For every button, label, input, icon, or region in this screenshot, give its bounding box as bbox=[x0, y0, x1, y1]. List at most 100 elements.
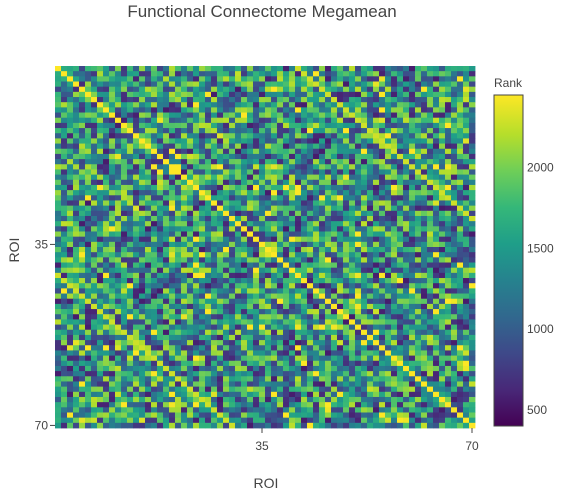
heatmap-cell bbox=[295, 350, 302, 356]
heatmap-cell bbox=[379, 174, 386, 181]
heatmap-cell bbox=[445, 417, 452, 424]
heatmap-cell bbox=[235, 417, 242, 424]
heatmap-cell bbox=[373, 371, 380, 377]
heatmap-cell bbox=[109, 257, 116, 263]
heatmap-cell bbox=[79, 226, 86, 232]
heatmap-cell bbox=[211, 164, 218, 170]
heatmap-cell bbox=[199, 122, 206, 129]
heatmap-cell bbox=[127, 334, 134, 341]
heatmap-cell bbox=[367, 272, 374, 279]
heatmap-cell bbox=[361, 91, 368, 98]
heatmap-cell bbox=[307, 164, 314, 170]
heatmap-cell bbox=[151, 345, 158, 351]
heatmap-cell bbox=[241, 262, 248, 269]
heatmap-cell bbox=[451, 288, 458, 294]
heatmap-cell bbox=[427, 329, 434, 336]
heatmap-cell bbox=[265, 288, 272, 294]
heatmap-cell bbox=[85, 107, 92, 113]
heatmap-cell bbox=[187, 86, 194, 93]
heatmap-cell bbox=[397, 195, 404, 201]
heatmap-cell bbox=[277, 309, 284, 315]
heatmap-cell bbox=[175, 138, 182, 144]
heatmap-cell bbox=[277, 247, 284, 253]
heatmap-cell bbox=[421, 396, 428, 403]
heatmap-cell bbox=[187, 153, 194, 160]
heatmap-cell bbox=[85, 66, 92, 72]
heatmap-cell bbox=[391, 278, 398, 284]
heatmap-cell bbox=[367, 386, 374, 393]
heatmap-cell bbox=[259, 107, 266, 113]
heatmap-cell bbox=[187, 345, 194, 351]
heatmap-cell bbox=[139, 195, 146, 201]
heatmap-cell bbox=[307, 231, 314, 238]
heatmap-cell bbox=[121, 102, 128, 108]
heatmap-cell bbox=[121, 252, 128, 258]
heatmap-cell bbox=[199, 396, 206, 403]
heatmap-cell bbox=[91, 345, 98, 351]
heatmap-cell bbox=[295, 407, 302, 413]
heatmap-cell bbox=[181, 278, 188, 284]
heatmap-cell bbox=[349, 272, 356, 279]
heatmap-cell bbox=[373, 324, 380, 331]
heatmap-cell bbox=[337, 365, 344, 372]
heatmap-cell bbox=[355, 184, 362, 191]
heatmap-cell bbox=[253, 247, 260, 253]
heatmap-cell bbox=[319, 376, 326, 382]
heatmap-cell bbox=[139, 376, 146, 382]
heatmap-cell bbox=[319, 184, 326, 191]
heatmap-cell bbox=[55, 376, 62, 382]
heatmap-cell bbox=[115, 164, 122, 170]
heatmap-cell bbox=[391, 283, 398, 289]
heatmap-cell bbox=[133, 396, 140, 403]
heatmap-cell bbox=[325, 200, 332, 207]
heatmap-cell bbox=[67, 272, 74, 279]
heatmap-cell bbox=[367, 122, 374, 129]
heatmap-cell bbox=[385, 195, 392, 201]
heatmap-cell bbox=[355, 174, 362, 181]
heatmap-cell bbox=[433, 91, 440, 98]
heatmap-cell bbox=[97, 169, 104, 175]
heatmap-cell bbox=[241, 314, 248, 320]
heatmap-cell bbox=[103, 226, 110, 232]
heatmap-cell bbox=[259, 422, 266, 429]
heatmap-cell bbox=[469, 205, 476, 212]
heatmap-cell bbox=[367, 283, 374, 289]
heatmap-cell bbox=[289, 396, 296, 403]
heatmap-cell bbox=[79, 133, 86, 139]
heatmap-cell bbox=[331, 200, 338, 207]
heatmap-cell bbox=[463, 329, 470, 336]
heatmap-cell bbox=[169, 210, 176, 217]
heatmap-cell bbox=[439, 324, 446, 331]
heatmap-cell bbox=[169, 164, 176, 170]
heatmap-cell bbox=[439, 200, 446, 207]
heatmap-cell bbox=[151, 236, 158, 243]
heatmap-cell bbox=[169, 148, 176, 155]
heatmap-cell bbox=[211, 340, 218, 346]
heatmap-cell bbox=[79, 381, 86, 388]
heatmap-cell bbox=[433, 303, 440, 310]
heatmap-cell bbox=[301, 267, 308, 274]
heatmap-cell bbox=[469, 102, 476, 108]
heatmap-cell bbox=[409, 66, 416, 72]
heatmap-cell bbox=[139, 174, 146, 181]
heatmap-cell bbox=[265, 190, 272, 196]
heatmap-cell bbox=[337, 278, 344, 284]
heatmap-cell bbox=[463, 365, 470, 372]
heatmap-cell bbox=[145, 112, 152, 119]
heatmap-cell bbox=[97, 112, 104, 119]
heatmap-cell bbox=[307, 360, 314, 367]
heatmap-cell bbox=[367, 143, 374, 150]
heatmap-cell bbox=[187, 148, 194, 155]
heatmap-cell bbox=[205, 236, 212, 243]
heatmap-cell bbox=[349, 153, 356, 160]
heatmap-cell bbox=[121, 143, 128, 150]
heatmap-cell bbox=[139, 365, 146, 372]
heatmap-cell bbox=[139, 360, 146, 367]
heatmap-cell bbox=[379, 412, 386, 419]
heatmap-cell bbox=[133, 422, 140, 429]
heatmap-cell bbox=[319, 407, 326, 413]
heatmap-cell bbox=[265, 81, 272, 88]
heatmap-cell bbox=[145, 355, 152, 362]
heatmap-cell bbox=[313, 396, 320, 403]
heatmap-cell bbox=[139, 324, 146, 331]
